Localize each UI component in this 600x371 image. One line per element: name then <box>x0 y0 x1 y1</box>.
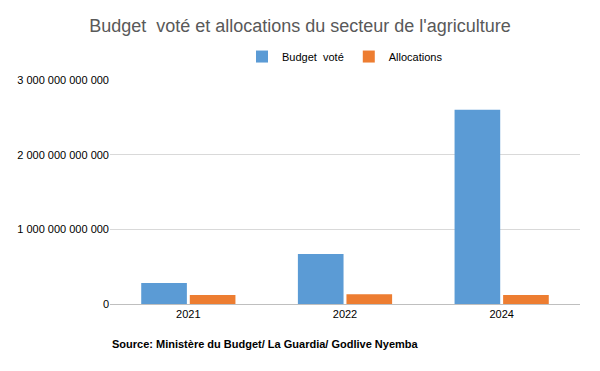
svg-text:3 000 000 000 000: 3 000 000 000 000 <box>17 74 109 86</box>
svg-text:Source: Ministère du Budget/ L: Source: Ministère du Budget/ La Guardia/… <box>112 338 418 350</box>
svg-text:2 000 000 000 000: 2 000 000 000 000 <box>17 149 109 161</box>
svg-text:1 000 000 000 000: 1 000 000 000 000 <box>17 223 109 235</box>
svg-text:0: 0 <box>103 298 109 310</box>
svg-text:2022: 2022 <box>333 308 357 320</box>
svg-text:2024: 2024 <box>489 308 513 320</box>
svg-text:Budget voté et allocations du: Budget voté et allocations du secteur de… <box>89 16 511 36</box>
svg-text:Budget voté: Budget voté <box>282 51 344 63</box>
svg-text:Allocations: Allocations <box>389 51 443 63</box>
svg-text:2021: 2021 <box>176 308 200 320</box>
